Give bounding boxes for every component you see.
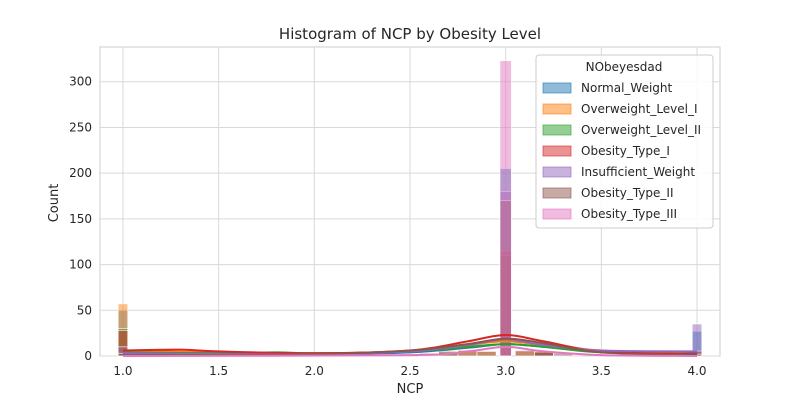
x-tick-label: 2.0 — [305, 364, 324, 378]
chart-title: Histogram of NCP by Obesity Level — [279, 25, 541, 43]
legend-label: Normal_Weight — [581, 81, 673, 95]
legend-swatch — [542, 82, 572, 94]
y-tick-label: 0 — [84, 349, 92, 363]
legend-items: Normal_Weight Overweight_Level_I Overweigh… — [542, 81, 701, 221]
legend-swatch — [542, 103, 572, 115]
x-tick-label: 1.5 — [209, 364, 228, 378]
legend-swatch — [542, 166, 572, 178]
y-tick-label: 100 — [69, 258, 92, 272]
legend-label: Overweight_Level_I — [581, 102, 698, 116]
y-tick-label: 50 — [77, 303, 92, 317]
legend-title: NObeyesdad — [586, 60, 663, 74]
legend-label: Insufficient_Weight — [581, 165, 695, 179]
legend-swatch — [542, 145, 572, 157]
y-tick-label: 200 — [69, 166, 92, 180]
x-tick-label: 3.0 — [496, 364, 515, 378]
legend-label: Obesity_Type_I — [581, 144, 670, 158]
kde-curves — [122, 333, 698, 357]
x-tick-label: 4.0 — [687, 364, 706, 378]
kde-line — [122, 345, 698, 357]
legend-label: Obesity_Type_II — [581, 186, 673, 200]
legend-swatch — [542, 187, 572, 199]
legend: NObeyesdad Normal_Weight Overweight_Level… — [535, 54, 714, 229]
histogram-bar — [514, 350, 535, 357]
legend-swatch — [542, 124, 572, 136]
y-axis-label: Count — [47, 184, 62, 223]
axis-ticks: 1.0 1.5 2.0 2.5 3.0 3.5 4.0 0 50 100 150 200 250 300 — [69, 75, 706, 378]
y-tick-label: 150 — [69, 212, 92, 226]
legend-label: Obesity_Type_III — [581, 207, 677, 221]
x-tick-label: 3.5 — [592, 364, 611, 378]
legend-label: Overweight_Level_II — [581, 123, 701, 137]
legend-box — [535, 54, 714, 229]
histogram-bar — [476, 351, 497, 357]
x-tick-label: 1.0 — [113, 364, 132, 378]
y-tick-label: 250 — [69, 120, 92, 134]
x-axis-label: NCP — [397, 382, 424, 397]
histogram-bar — [499, 60, 512, 357]
x-tick-label: 2.5 — [400, 364, 419, 378]
legend-swatch — [542, 208, 572, 220]
y-tick-label: 300 — [69, 75, 92, 89]
